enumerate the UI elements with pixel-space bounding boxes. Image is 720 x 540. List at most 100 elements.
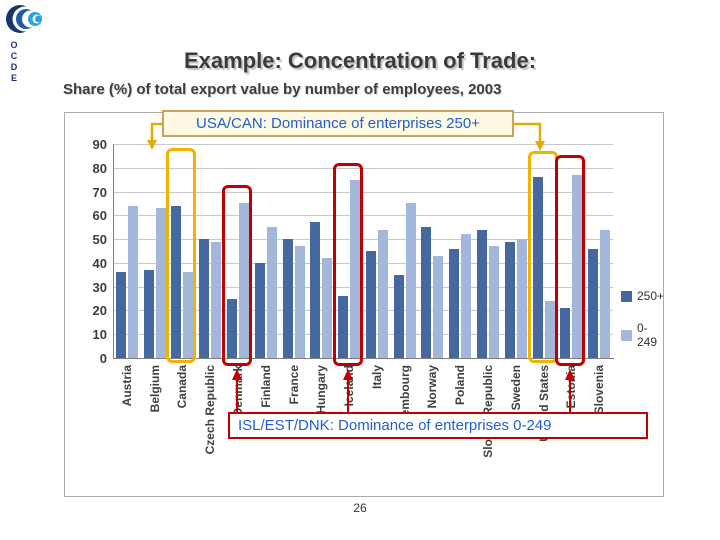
y-tick-label: 20 <box>92 303 107 319</box>
callout-usa-can: USA/CAN: Dominance of enterprises 250+ <box>162 110 514 137</box>
y-tick-label: 50 <box>92 232 107 248</box>
bar-250+ <box>365 251 376 358</box>
oecd-logo: OCDE <box>6 4 46 84</box>
y-axis-line <box>113 144 114 358</box>
bar-0-249 <box>433 255 444 358</box>
legend-swatch-light <box>621 329 632 341</box>
bar-0-249 <box>405 203 416 358</box>
x-tick-label: Canada <box>175 365 190 409</box>
bar-group-italy <box>363 144 391 358</box>
y-tick-label: 80 <box>92 160 107 176</box>
highlight-box-canada <box>166 148 196 363</box>
chart-legend: 250+ 0-249 <box>621 289 664 367</box>
highlight-box-united-states <box>528 151 558 363</box>
bar-250+ <box>393 274 404 358</box>
bar-group-austria <box>113 144 141 358</box>
legend-item-250plus: 250+ <box>621 289 664 303</box>
oecd-logo-circles-icon <box>6 5 42 33</box>
bar-250+ <box>338 296 349 358</box>
oecd-logo-text: OCDE <box>9 40 19 84</box>
bar-group-finland <box>252 144 280 358</box>
x-axis-line <box>113 358 614 359</box>
legend-label-250plus: 250+ <box>637 289 665 303</box>
bar-250+ <box>310 222 321 358</box>
bar-0-249 <box>266 227 277 358</box>
y-tick-label: 90 <box>92 137 107 152</box>
slide-title: Example: Concentration of Trade: <box>183 48 537 73</box>
bar-250+ <box>504 241 515 358</box>
bar-0-249 <box>461 234 472 358</box>
gridline <box>113 167 613 169</box>
bar-250+ <box>282 239 293 358</box>
bar-group-estonia <box>557 144 585 358</box>
bar-group-france <box>280 144 308 358</box>
bar-0-249 <box>544 300 555 358</box>
bar-250+ <box>476 229 487 358</box>
x-tick-label: Belgium <box>147 365 162 413</box>
y-tick-label: 30 <box>92 279 107 295</box>
legend-item-0-249: 0-249 <box>621 321 664 349</box>
plot-area <box>113 144 613 358</box>
bar-250+ <box>199 239 210 358</box>
bar-0-249 <box>294 246 305 358</box>
bar-250+ <box>421 227 432 358</box>
y-tick-label: 10 <box>92 327 107 343</box>
bar-0-249 <box>516 239 527 358</box>
bar-group-canada <box>169 144 197 358</box>
bar-0-249 <box>155 208 166 358</box>
gridline <box>113 310 613 312</box>
bar-250+ <box>226 298 237 358</box>
bar-group-poland <box>446 144 474 358</box>
highlight-box-denmark <box>222 185 252 366</box>
bar-250+ <box>588 248 599 358</box>
x-tick-label: Czech Republic <box>203 365 218 455</box>
bar-0-249 <box>350 179 361 358</box>
bar-250+ <box>560 308 571 358</box>
callout-isl-est-dnk: ISL/EST/DNK: Dominance of enterprises 0-… <box>228 412 648 439</box>
gridline <box>113 191 613 193</box>
bar-0-249 <box>238 203 249 358</box>
gridline <box>113 144 613 145</box>
y-tick-label: 0 <box>99 351 107 366</box>
gridline <box>113 262 613 264</box>
legend-label-0-249: 0-249 <box>637 321 658 349</box>
bar-250+ <box>143 270 154 358</box>
bar-250+ <box>171 205 182 358</box>
bar-group-slovenia <box>585 144 613 358</box>
bar-group-united-states <box>530 144 558 358</box>
gridline <box>113 215 613 217</box>
bar-group-norway <box>419 144 447 358</box>
y-tick-label: 70 <box>92 184 107 200</box>
bar-0-249 <box>572 174 583 358</box>
x-tick-label: Austria <box>119 365 134 407</box>
bar-group-hungary <box>307 144 335 358</box>
bar-0-249 <box>488 246 499 358</box>
highlight-box-iceland <box>333 163 363 366</box>
bar-0-249 <box>183 272 194 358</box>
bar-0-249 <box>211 241 222 358</box>
gridline <box>113 286 613 288</box>
bar-250+ <box>254 262 265 358</box>
gridline <box>113 334 613 336</box>
highlight-box-estonia <box>555 155 585 366</box>
y-tick-label: 60 <box>92 208 107 224</box>
bar-group-iceland <box>335 144 363 358</box>
bar-group-slovak-republic <box>474 144 502 358</box>
bar-group-sweden <box>502 144 530 358</box>
y-tick-label: 40 <box>92 255 107 271</box>
bar-group-belgium <box>141 144 169 358</box>
bar-250+ <box>532 177 543 358</box>
bar-250+ <box>449 248 460 358</box>
slide-subtitle: Share (%) of total export value by numbe… <box>63 81 502 98</box>
legend-swatch-dark <box>621 290 632 302</box>
bar-0-249 <box>377 229 388 358</box>
bar-0-249 <box>322 258 333 358</box>
bar-group-czech-republic <box>196 144 224 358</box>
bar-0-249 <box>600 229 611 358</box>
bar-250+ <box>115 272 126 358</box>
bar-0-249 <box>127 205 138 358</box>
bar-group-denmark <box>224 144 252 358</box>
page-number: 26 <box>353 501 367 515</box>
bar-group-luxembourg <box>391 144 419 358</box>
